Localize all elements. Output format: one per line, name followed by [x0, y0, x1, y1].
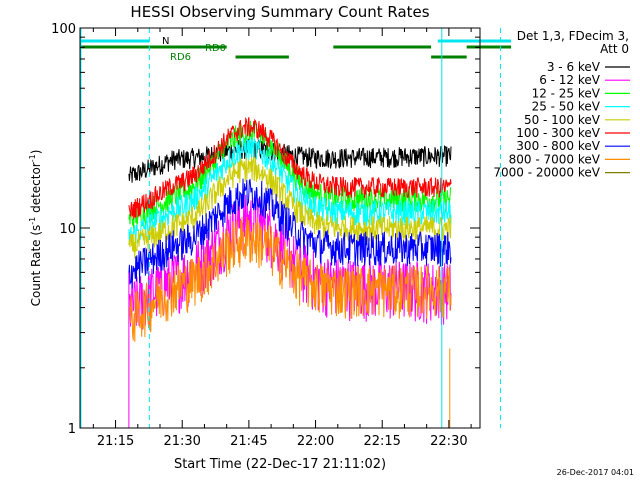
y-axis-label: Count Rate (s-1 detector-1) [28, 150, 43, 307]
legend-header-line2: Att 0 [600, 42, 629, 56]
x-tick-label: 21:15 [97, 434, 134, 449]
x-tick-label: 22:15 [363, 434, 400, 449]
footer-date: 26-Dec-2017 04:01 [557, 468, 634, 477]
y-axis-label-mid: detector [29, 162, 43, 217]
legend-header-line1: Det 1,3, FDecim 3, [517, 29, 629, 43]
series-line-2 [128, 120, 452, 231]
legend-label: 50 - 100 keV [524, 113, 601, 127]
flag-n-label: N [162, 36, 169, 47]
y-tick-label: 100 [51, 22, 76, 37]
series-layer [128, 116, 452, 428]
flag-rd0-label: RD0 [205, 43, 226, 54]
x-tick-label: 21:45 [230, 434, 267, 449]
series-line-7 [128, 216, 452, 343]
y-tick-label: 10 [59, 222, 76, 237]
y-axis-label-exp2: -1 [28, 154, 37, 162]
series-line-5 [128, 116, 452, 220]
legend-label: 25 - 50 keV [532, 100, 601, 114]
y-axis-label-end: ) [29, 150, 43, 155]
flag-layer: N RD0 RD6 [80, 36, 512, 63]
series-line-6 [128, 178, 452, 289]
y-axis-label-main: Count Rate (s [29, 225, 43, 307]
y-tick-label: 1 [68, 422, 76, 437]
legend-label: 100 - 300 keV [516, 126, 600, 140]
legend-label: 300 - 800 keV [516, 139, 600, 153]
flag-rd6-label: RD6 [170, 52, 191, 63]
legend-label: 3 - 6 keV [547, 60, 601, 74]
x-axis-label: Start Time (22-Dec-17 21:11:02) [174, 457, 386, 472]
x-tick-label: 22:00 [297, 434, 334, 449]
legend-label: 7000 - 20000 keV [493, 166, 600, 180]
x-tick-label: 22:30 [430, 434, 467, 449]
series-line-3 [128, 137, 452, 246]
y-axis-label-exp: -1 [28, 217, 37, 225]
series-line-4 [128, 156, 452, 259]
x-tick-label: 21:30 [163, 434, 200, 449]
legend-label: 12 - 25 keV [532, 86, 601, 100]
legend-label: 6 - 12 keV [539, 73, 601, 87]
chart-title: HESSI Observing Summary Count Rates [130, 3, 429, 21]
legend-label: 800 - 7000 keV [509, 152, 601, 166]
axis-layer: 21:15 21:30 21:45 22:00 22:15 22:30 1 10 100 [51, 22, 480, 449]
